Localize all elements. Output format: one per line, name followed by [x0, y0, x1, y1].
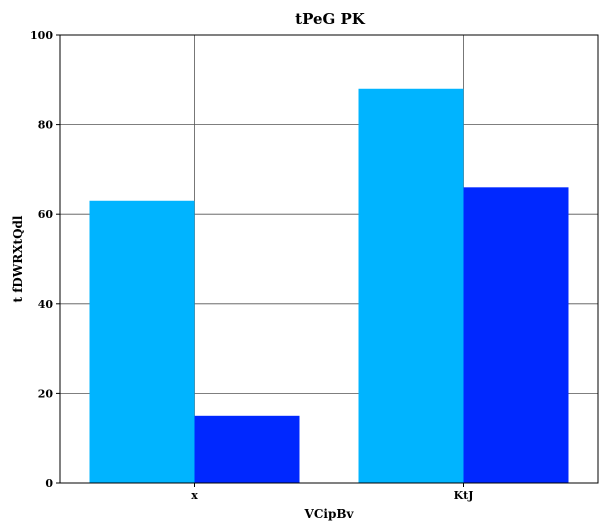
- y-tick-label: 80: [38, 119, 54, 132]
- chart-title: tPeG PK: [295, 10, 366, 28]
- x-tick-label: KtJ: [454, 489, 474, 502]
- bar-series-2-x: [194, 415, 300, 483]
- x-tick-label: x: [191, 489, 198, 502]
- bars: [89, 88, 569, 483]
- y-tick-label: 100: [30, 29, 53, 42]
- y-axis-ticks: 0 20 40 60 80 100: [30, 29, 60, 490]
- y-tick-label: 40: [38, 298, 54, 311]
- x-axis-label: VCipBv: [304, 507, 355, 521]
- bar-series-1-x: [89, 200, 195, 483]
- y-tick-label: 0: [45, 477, 53, 490]
- y-tick-label: 60: [38, 208, 54, 221]
- y-tick-label: 20: [38, 387, 54, 400]
- y-axis-label: t fDWRXtQdl: [11, 215, 25, 302]
- bar-series-2-KtJ: [463, 187, 569, 483]
- plot-frame: [59, 34, 599, 484]
- x-axis-ticks: x KtJ: [191, 483, 473, 502]
- bar-series-1-KtJ: [358, 88, 464, 483]
